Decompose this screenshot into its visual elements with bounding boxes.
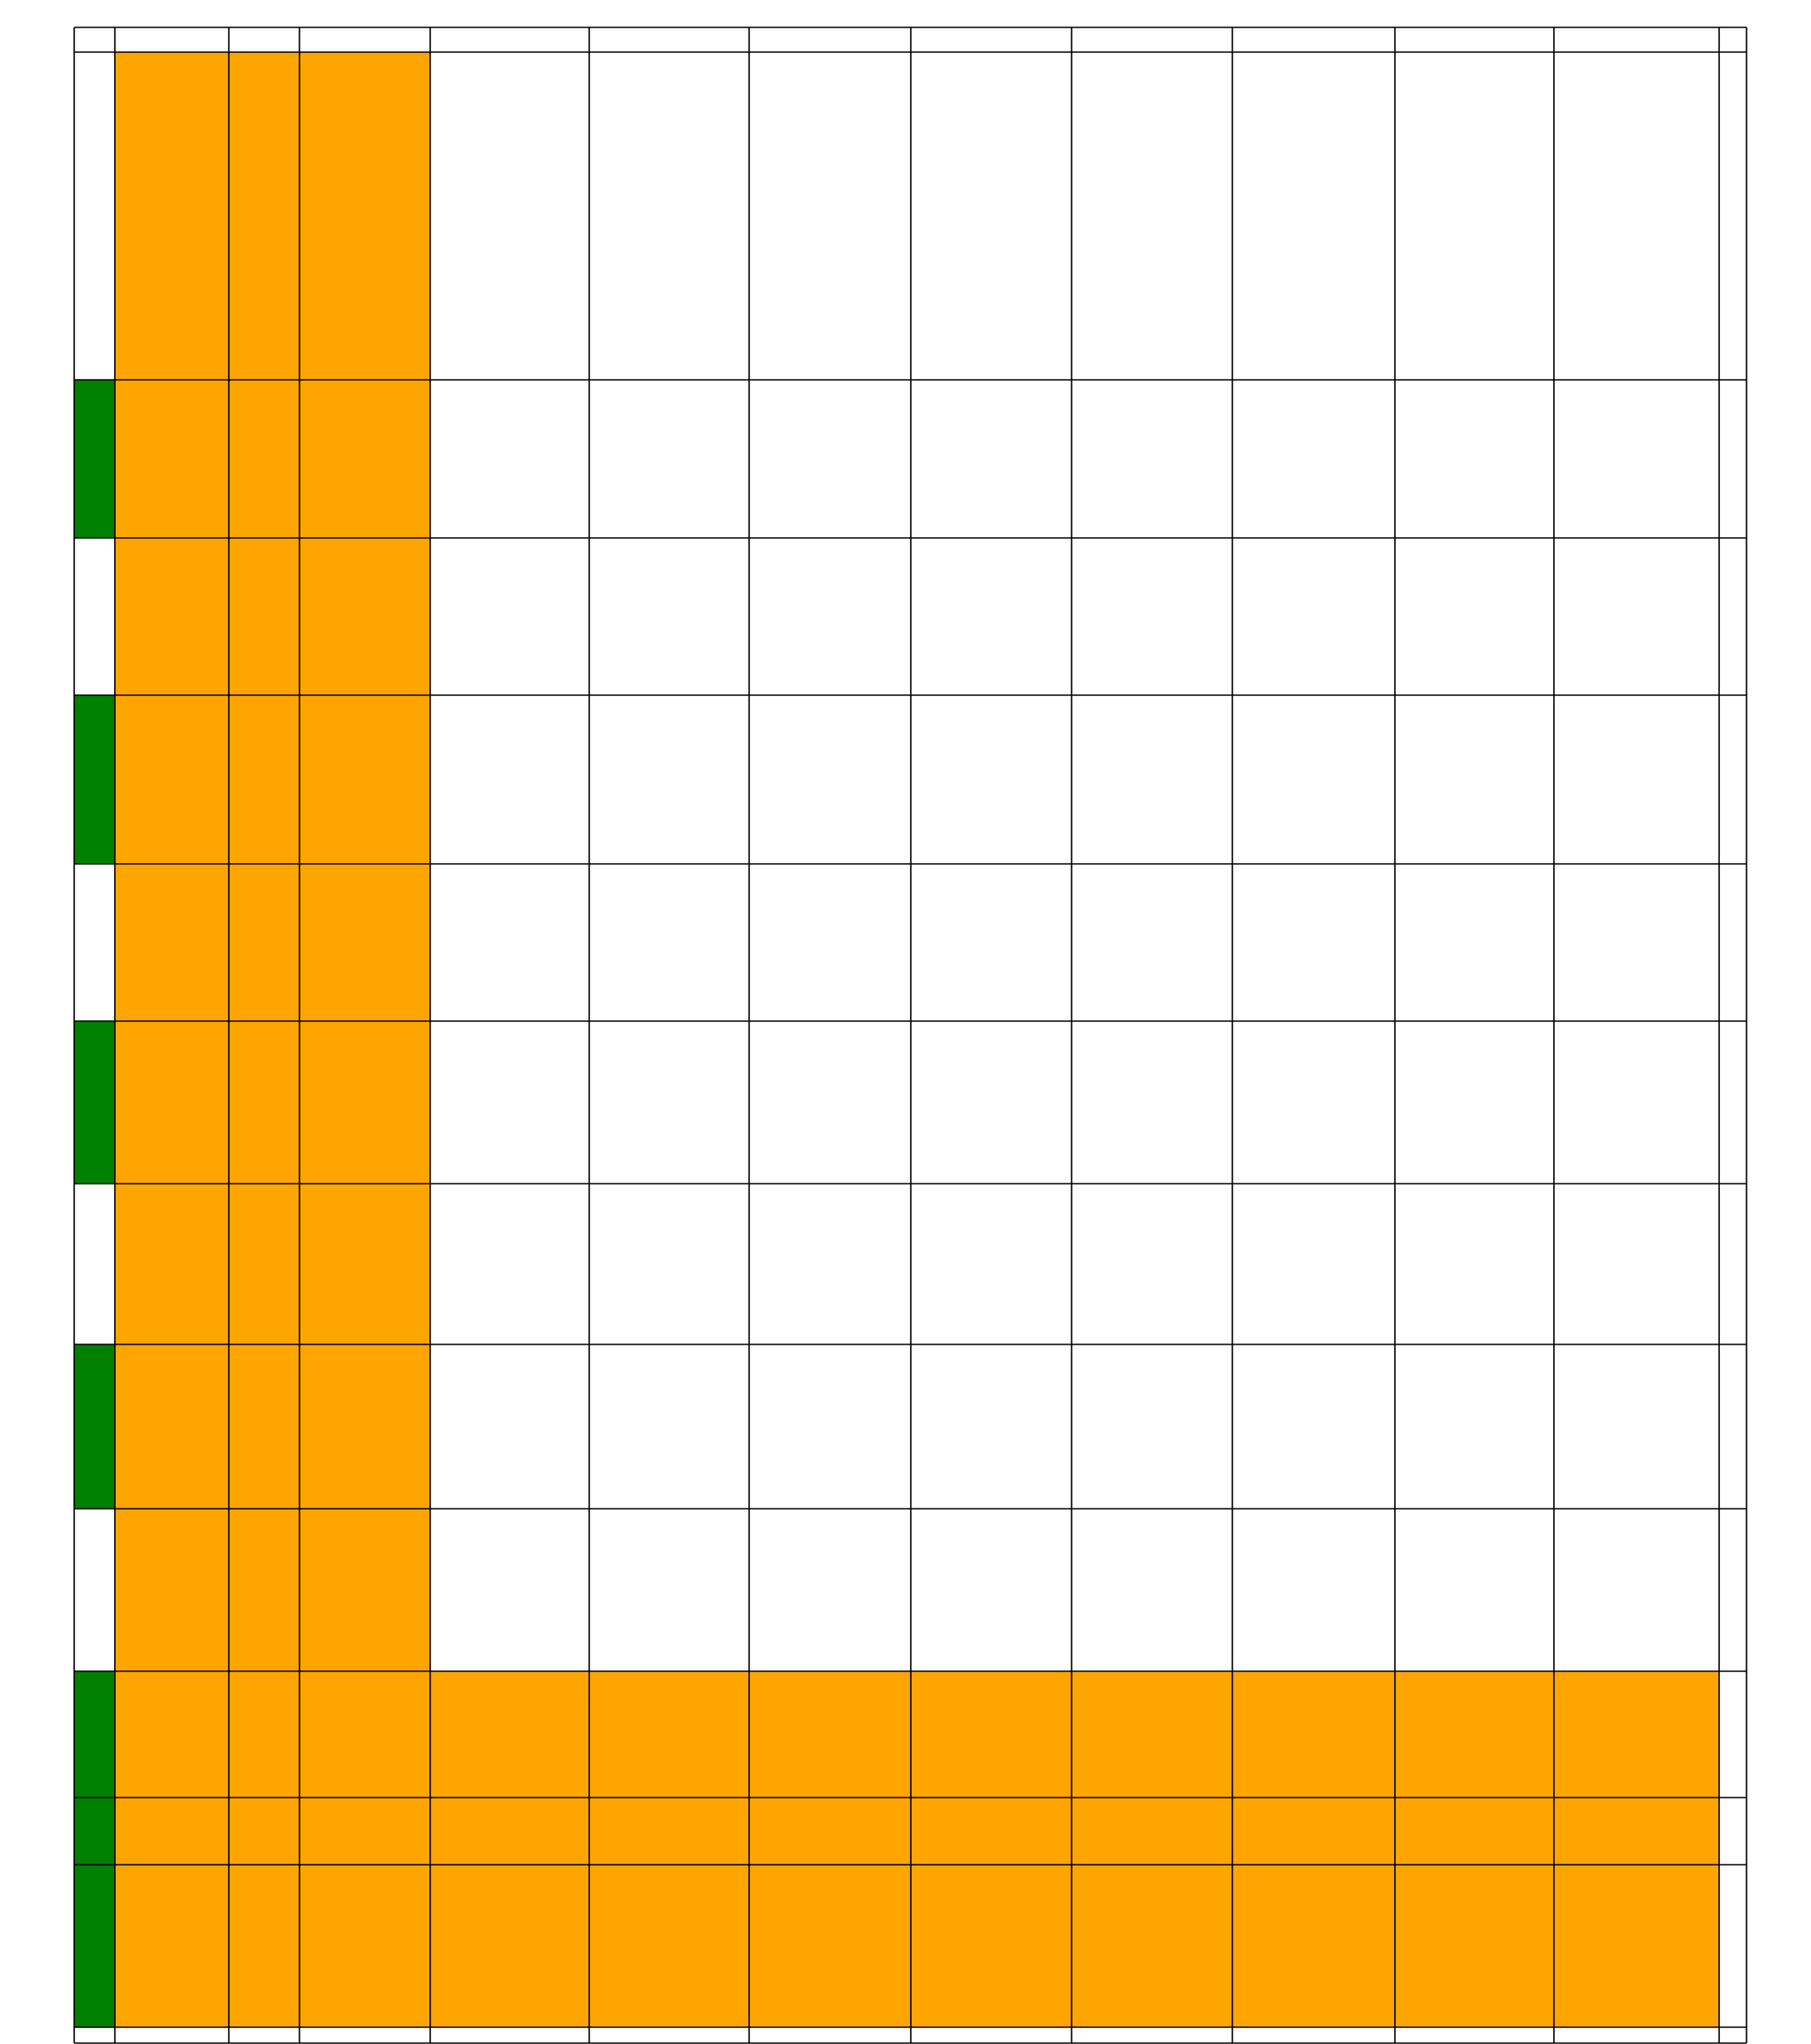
grid-lines <box>73 26 1747 2044</box>
green-cell-row-6 <box>74 1021 115 1184</box>
orange-block-1 <box>115 52 430 2027</box>
orange-block-2 <box>430 1671 1719 2027</box>
green-cell-row-2 <box>74 380 115 538</box>
green-cell-row-11 <box>74 1798 115 1865</box>
green-cell-row-8 <box>74 1344 115 1509</box>
green-cell-row-12 <box>74 1865 115 2027</box>
fills-layer <box>74 52 1719 2027</box>
green-cell-row-4 <box>74 695 115 864</box>
green-cell-row-10 <box>74 1671 115 1798</box>
